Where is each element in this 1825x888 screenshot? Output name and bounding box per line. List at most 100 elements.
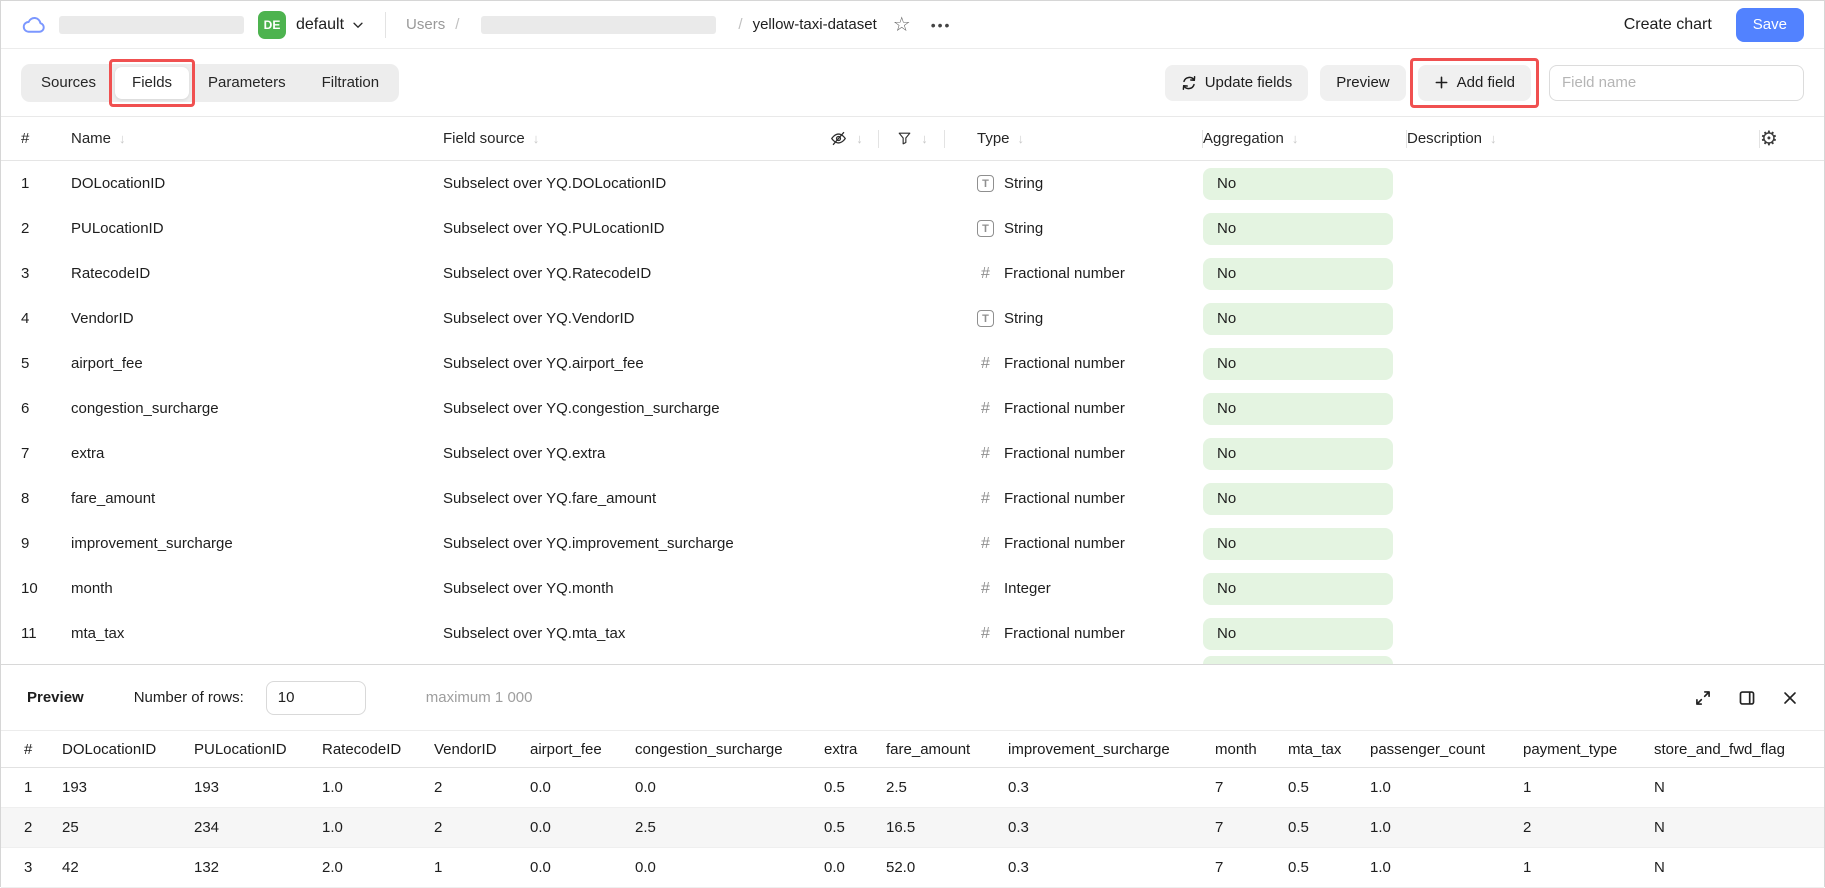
field-name[interactable]: VendorID [71, 310, 134, 327]
table-settings-gear-icon[interactable]: ⚙ [1760, 128, 1778, 150]
cell: 25 [62, 819, 79, 836]
preview-title: Preview [27, 689, 84, 706]
col-type[interactable]: Type ↓ [945, 117, 1203, 160]
field-name[interactable]: PULocationID [71, 220, 164, 237]
cell: 52.0 [886, 859, 916, 876]
aggregation-select[interactable]: No [1203, 167, 1393, 200]
number-type-icon: # [981, 264, 990, 282]
aggregation-select[interactable]: No [1203, 257, 1393, 290]
aggregation-select[interactable]: No [1203, 347, 1393, 380]
field-type-select[interactable]: T String [945, 175, 1203, 192]
field-name[interactable]: fare_amount [71, 490, 156, 507]
rows-count-input[interactable] [265, 680, 366, 715]
aggregation-select[interactable]: No [1203, 572, 1393, 605]
field-source: Subselect over YQ.improvement_surcharge [443, 535, 734, 552]
aggregation-select[interactable]: No [1203, 617, 1393, 650]
field-type-select[interactable]: # Fractional number [945, 535, 1203, 553]
cell: 1.0 [1370, 819, 1391, 836]
preview-col-header: fare_amount [886, 740, 971, 758]
aggregation-select[interactable]: No [1203, 482, 1393, 515]
close-preview-icon[interactable] [1782, 690, 1798, 706]
sort-arrow-icon: ↓ [921, 131, 928, 146]
field-name[interactable]: congestion_surcharge [71, 400, 219, 417]
field-type-select[interactable]: # Integer [945, 580, 1203, 598]
field-name[interactable]: DOLocationID [71, 175, 166, 192]
cell: 1.0 [1370, 779, 1391, 796]
field-name-search-input[interactable] [1549, 64, 1804, 101]
field-name[interactable]: airport_fee [71, 355, 143, 372]
more-actions-icon[interactable]: ••• [930, 16, 952, 33]
tab-sources[interactable]: Sources [41, 74, 97, 91]
row-index: 6 [21, 400, 30, 417]
redacted-breadcrumb-folder[interactable] [481, 15, 717, 34]
clipped-next-row [1, 656, 1824, 664]
col-filter[interactable]: ↓ [879, 117, 945, 160]
col-description[interactable]: Description ↓ [1407, 117, 1760, 160]
sort-arrow-icon: ↓ [532, 131, 540, 146]
field-source: Subselect over YQ.month [443, 580, 614, 597]
cell: 2.5 [886, 779, 907, 796]
field-name[interactable]: month [71, 580, 113, 597]
fields-table-header: # Name ↓ Field source ↓ ↓ ↓ Type ↓ Aggregat… [1, 117, 1824, 161]
field-type-select[interactable]: # Fractional number [945, 265, 1203, 283]
number-type-icon: # [981, 534, 990, 552]
preview-col-header: congestion_surcharge [635, 740, 783, 758]
aggregation-select[interactable]: No [1203, 212, 1393, 245]
table-row: 2 PULocationID Subselect over YQ.PULocat… [1, 206, 1824, 251]
cell: 2.0 [322, 859, 343, 876]
field-name[interactable]: extra [71, 445, 105, 462]
number-type-icon: # [981, 624, 990, 642]
row-index: 2 [21, 220, 30, 237]
tab-filtration[interactable]: Filtration [321, 74, 380, 91]
aggregation-select[interactable]: No [1203, 437, 1393, 470]
field-type-select[interactable]: T String [945, 220, 1203, 237]
expand-preview-icon[interactable] [1694, 689, 1712, 707]
field-type-select[interactable]: # Fractional number [945, 490, 1203, 508]
env-badge[interactable]: DE [258, 10, 286, 39]
aggregation-select[interactable]: No [1203, 527, 1393, 560]
col-hidden[interactable]: ↓ [813, 117, 879, 160]
field-name[interactable]: mta_tax [71, 625, 125, 642]
cell: 7 [1215, 819, 1224, 836]
cell: 1.0 [322, 819, 343, 836]
aggregation-select[interactable]: No [1203, 392, 1393, 425]
field-type-select[interactable]: # Fractional number [945, 445, 1203, 463]
col-field-source[interactable]: Field source ↓ [443, 130, 540, 147]
field-name[interactable]: RatecodeID [71, 265, 151, 282]
col-name[interactable]: Name ↓ [71, 130, 126, 147]
field-type-select[interactable]: T String [945, 310, 1203, 327]
field-type-label: Fractional number [1004, 445, 1125, 462]
breadcrumb-root[interactable]: Users [406, 16, 446, 33]
save-button[interactable]: Save [1735, 7, 1804, 42]
aggregation-select[interactable]: No [1203, 302, 1393, 335]
cell: 2.5 [635, 819, 656, 836]
field-type-select[interactable]: # Fractional number [945, 625, 1203, 643]
col-aggregation[interactable]: Aggregation ↓ [1203, 117, 1407, 160]
dataset-toolbar: Sources Fields Parameters Filtration Upd… [1, 49, 1824, 117]
breadcrumb-separator: / [455, 16, 460, 33]
table-row: 5 airport_fee Subselect over YQ.airport_… [1, 341, 1824, 386]
chevron-down-icon[interactable] [351, 18, 365, 32]
tab-parameters[interactable]: Parameters [208, 74, 286, 91]
tab-fields[interactable]: Fields [109, 58, 196, 107]
update-fields-button[interactable]: Update fields [1164, 64, 1309, 101]
create-chart-button[interactable]: Create chart [1623, 15, 1712, 33]
string-type-icon: T [977, 220, 994, 237]
field-source: Subselect over YQ.congestion_surcharge [443, 400, 720, 417]
add-field-label: Add field [1456, 74, 1515, 91]
cell: 0.3 [1008, 819, 1029, 836]
preview-toggle-button[interactable]: Preview [1320, 64, 1406, 101]
row-index: 7 [21, 445, 30, 462]
redacted-workspace-name [59, 15, 244, 34]
field-type-select[interactable]: # Fractional number [945, 355, 1203, 373]
env-selector-label[interactable]: default [296, 15, 345, 33]
add-field-button[interactable]: Add field [1417, 64, 1531, 101]
dock-side-panel-icon[interactable] [1738, 689, 1756, 707]
cell: 2 [434, 779, 443, 796]
field-type-select[interactable]: # Fractional number [945, 400, 1203, 418]
favorite-star-icon[interactable]: ☆ [892, 14, 911, 36]
field-name[interactable]: improvement_surcharge [71, 535, 233, 552]
field-source: Subselect over YQ.extra [443, 445, 606, 462]
